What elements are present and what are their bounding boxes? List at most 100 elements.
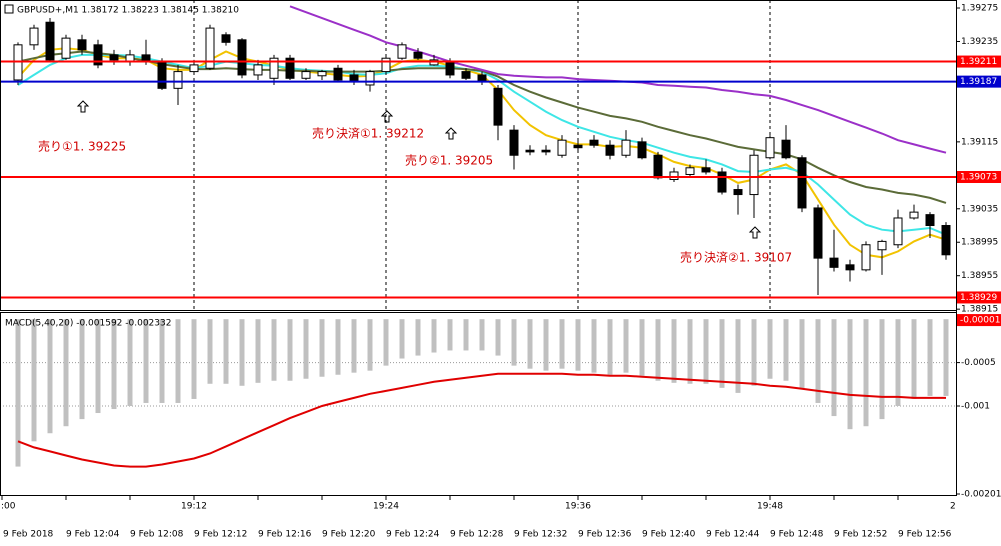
histogram-bar bbox=[319, 319, 325, 377]
annotation: 売り②1. 39205 bbox=[405, 153, 493, 168]
histogram-bar bbox=[927, 319, 933, 396]
candle-body bbox=[29, 27, 39, 46]
y-tick-label: 1.39035 bbox=[961, 204, 998, 214]
h-line-label: 1.39211 bbox=[960, 57, 997, 67]
arrow bbox=[380, 110, 394, 123]
x-tick-label: 9 Feb 12:28 bbox=[450, 530, 504, 540]
y-tick-label: 1.39115 bbox=[961, 137, 998, 147]
candle-body bbox=[845, 264, 855, 271]
candle-body bbox=[717, 171, 727, 193]
macd-plot bbox=[1, 319, 956, 468]
candle-body bbox=[861, 244, 871, 271]
histogram-bar bbox=[479, 319, 485, 351]
candle-body bbox=[749, 154, 759, 196]
histogram-bar bbox=[463, 319, 469, 351]
annotation: 売り①1. 39225 bbox=[38, 139, 126, 154]
candle-body bbox=[701, 167, 711, 173]
histogram-bar bbox=[607, 319, 613, 375]
histogram-bar bbox=[111, 319, 117, 410]
candle-body bbox=[141, 54, 151, 63]
candle-body bbox=[509, 129, 519, 156]
histogram-bar bbox=[15, 319, 21, 467]
candle-body bbox=[77, 39, 87, 51]
h-line-label-box bbox=[957, 291, 1001, 304]
candle-body bbox=[685, 167, 695, 175]
candle-body bbox=[285, 57, 295, 79]
x-tick-label: 9 Feb 12:24 bbox=[386, 530, 440, 540]
candle-body bbox=[189, 64, 199, 73]
candle-body bbox=[797, 157, 807, 209]
histogram-bar bbox=[799, 319, 805, 389]
macd-title: MACD(5,40,20) -0.001592 -0.002332 bbox=[5, 319, 171, 329]
histogram-bar bbox=[767, 319, 773, 379]
price-panel bbox=[0, 0, 957, 311]
candle-body bbox=[365, 71, 375, 86]
histogram-bar bbox=[879, 319, 885, 420]
histogram-bar bbox=[559, 319, 565, 369]
histogram-bar bbox=[655, 319, 661, 381]
candle-body bbox=[525, 149, 535, 153]
candle-body bbox=[45, 21, 55, 61]
x-tick-label: 9 Feb 12:16 bbox=[258, 530, 312, 540]
x-tick-label: 9 Feb 12:32 bbox=[514, 530, 567, 540]
candle-body bbox=[397, 44, 407, 59]
x-tick-label: 9 Feb 12:52 bbox=[834, 530, 887, 540]
signal-line bbox=[17, 372, 946, 468]
candle-body bbox=[445, 61, 455, 76]
candle-body bbox=[109, 54, 119, 61]
x-tick-label: 9 Feb 12:56 bbox=[898, 530, 952, 540]
histogram-bar bbox=[831, 319, 837, 417]
arrow bbox=[444, 127, 458, 140]
candle-body bbox=[333, 67, 343, 81]
candle-body bbox=[61, 37, 71, 59]
histogram-bar bbox=[447, 319, 453, 351]
y-tick-label: -0.002014 bbox=[961, 490, 1001, 500]
candle-body bbox=[205, 27, 215, 69]
histogram-bar bbox=[783, 319, 789, 381]
candle-body bbox=[925, 214, 935, 227]
candle-body bbox=[669, 171, 679, 181]
current-value-box bbox=[957, 314, 1001, 327]
histogram-bar bbox=[351, 319, 357, 373]
histogram-bar bbox=[79, 319, 85, 420]
histogram-bar bbox=[207, 319, 213, 384]
histogram-bar bbox=[943, 319, 949, 396]
histogram-bar bbox=[143, 319, 149, 403]
x2-tick-label: :00 bbox=[1, 502, 16, 512]
candle-body bbox=[269, 57, 279, 79]
candle-body bbox=[813, 207, 823, 259]
histogram-bar bbox=[751, 319, 757, 386]
histogram-bar bbox=[495, 319, 501, 356]
histogram-bar bbox=[399, 319, 405, 359]
candle-body bbox=[221, 34, 231, 43]
x-tick-label: 9 Feb 12:08 bbox=[130, 530, 184, 540]
candle-body bbox=[653, 154, 663, 179]
h-line-label-box bbox=[957, 55, 1001, 68]
histogram-bar bbox=[47, 319, 53, 434]
arrow bbox=[76, 100, 90, 113]
candle-body bbox=[477, 74, 487, 83]
candle-body bbox=[317, 71, 327, 77]
x-tick-label: 9 Feb 12:48 bbox=[770, 530, 824, 540]
h-line-label-box bbox=[957, 75, 1001, 88]
x-tick-label: 9 Feb 12:36 bbox=[578, 530, 632, 540]
candle-body bbox=[413, 51, 423, 59]
h-line-label: 1.39187 bbox=[960, 77, 997, 87]
y-tick-label: 1.38955 bbox=[961, 271, 998, 281]
candle-body bbox=[573, 144, 583, 149]
histogram-bar bbox=[127, 319, 133, 406]
y-tick-label: -0.001 bbox=[961, 401, 990, 411]
candle-body bbox=[621, 139, 631, 156]
x-tick-label: 9 Feb 12:12 bbox=[194, 530, 247, 540]
histogram-bar bbox=[431, 319, 437, 353]
histogram-bar bbox=[335, 319, 341, 375]
x-tick-label: 9 Feb 12:44 bbox=[706, 530, 760, 540]
histogram-bar bbox=[303, 319, 309, 379]
histogram-bar bbox=[367, 319, 373, 371]
histogram-bar bbox=[159, 319, 165, 403]
histogram-bar bbox=[191, 319, 197, 399]
candle-body bbox=[541, 149, 551, 153]
arrow bbox=[748, 226, 762, 239]
candle-body bbox=[301, 71, 311, 79]
